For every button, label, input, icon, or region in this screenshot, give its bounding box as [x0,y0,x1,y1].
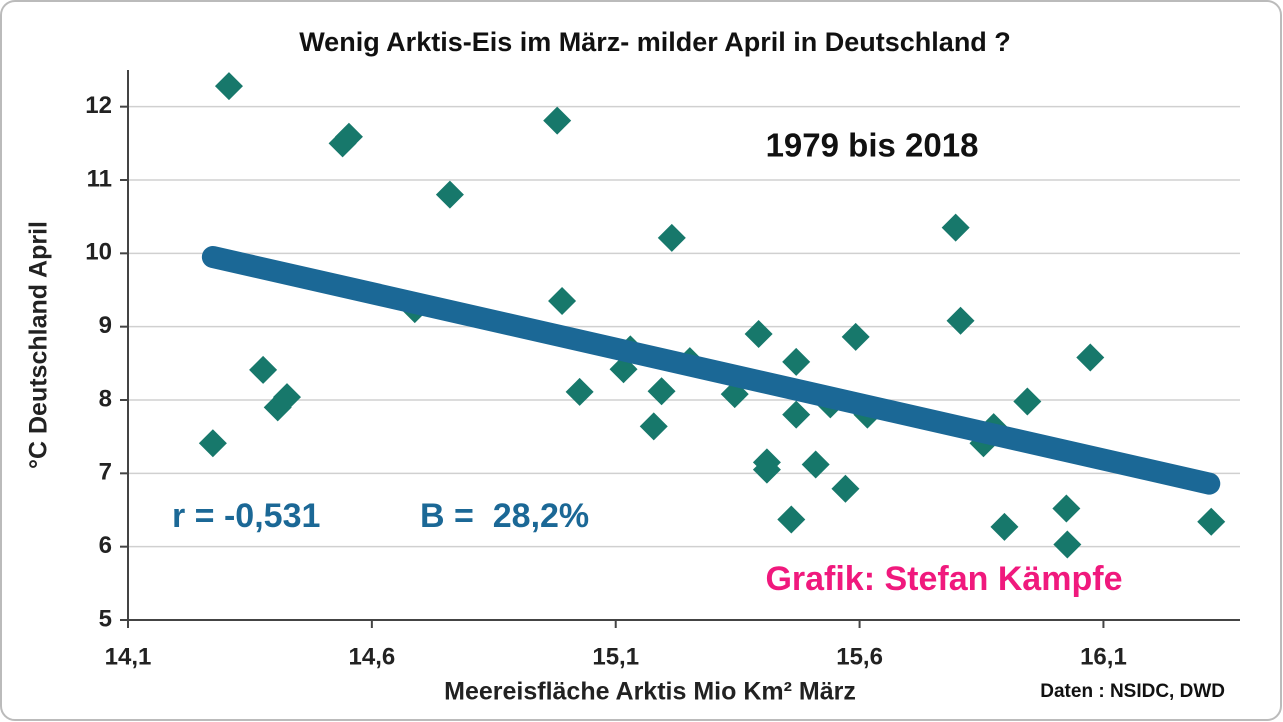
y-tick-label: 10 [85,239,112,266]
point [639,412,668,441]
point [782,400,811,429]
point [657,223,686,252]
point [1052,494,1081,523]
y-tick-label: 11 [87,165,112,192]
point [198,429,227,458]
y-tick-label: 6 [99,532,112,559]
y-tick-label: 9 [99,312,112,339]
y-tick-label: 5 [99,605,112,632]
point [941,213,970,242]
point [831,474,860,503]
point [272,383,301,412]
x-tick-label: 14,6 [349,643,396,670]
point [548,287,577,315]
y-tick-label: 7 [99,459,112,486]
annotation: B = 28,2% [420,497,589,535]
point [841,322,870,351]
point [1053,530,1082,559]
chart-title: Wenig Arktis-Eis im März- milder April i… [299,27,1011,57]
annotation: Grafik: Stefan Kämpfe [765,560,1122,598]
point [565,377,594,406]
x-tick-label: 15,1 [592,643,639,670]
point [435,180,464,209]
annotation: Daten : NSIDC, DWD [1040,681,1225,702]
point [214,72,243,101]
trend-line [201,246,1221,495]
point [801,450,830,479]
y-tick-label: 8 [99,385,112,412]
point [990,512,1019,541]
annotation: r = -0,531 [172,497,320,535]
point [334,122,363,151]
point [777,505,806,534]
point [946,306,975,335]
point [782,347,811,376]
x-tick-label: 14,1 [105,643,152,670]
y-tick-label: 12 [85,92,112,119]
point [647,377,676,406]
point [1013,387,1042,416]
point [744,320,773,348]
x-tick-label: 15,6 [836,643,883,670]
x-tick-label: 16,1 [1080,643,1127,670]
point [249,355,278,384]
annotation: 1979 bis 2018 [766,127,979,164]
y-axis-label: °C Deutschland April [25,221,53,469]
point [543,106,572,135]
point [1197,507,1226,536]
x-axis-label: Meereisfläche Arktis Mio Km² März [444,678,856,706]
point [752,455,781,484]
point [1076,343,1105,372]
